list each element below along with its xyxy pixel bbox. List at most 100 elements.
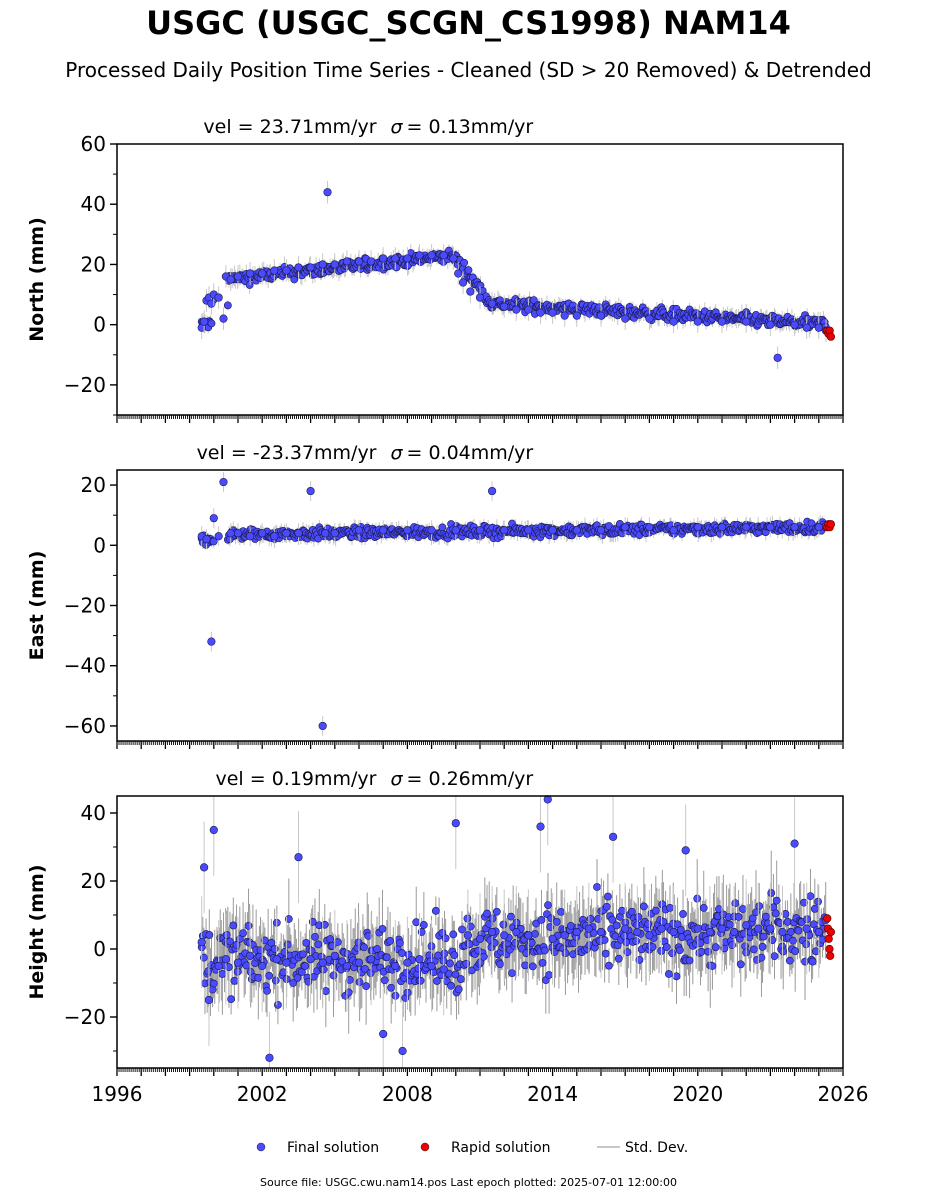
final-solution-point <box>338 957 347 966</box>
final-solution-point <box>644 920 653 928</box>
final-solution-point <box>465 940 474 949</box>
final-solution-point <box>267 938 276 947</box>
final-solution-point <box>214 293 223 302</box>
final-solution-point <box>593 883 601 891</box>
final-solution-point <box>596 526 606 535</box>
final-solution-point <box>603 892 612 901</box>
final-solution-point <box>761 912 770 921</box>
final-solution-point <box>742 523 751 532</box>
rapid-solution-point <box>825 944 834 954</box>
final-solution-point <box>572 311 581 320</box>
final-solution-point <box>218 970 227 978</box>
final-solution-point <box>466 287 475 296</box>
final-solution-point <box>205 931 214 939</box>
final-solution-point <box>524 305 533 314</box>
sigma-symbol: σ <box>391 768 404 790</box>
final-solution-point <box>207 319 216 328</box>
final-solution-point <box>306 486 315 496</box>
final-solution-point <box>703 936 711 944</box>
final-solution-point <box>226 275 235 284</box>
final-solution-point <box>233 529 243 538</box>
final-solution-point <box>219 477 228 487</box>
final-solution-point <box>766 523 775 532</box>
final-solution-point <box>560 931 569 940</box>
y-axis-label: Height (mm) <box>26 864 48 999</box>
final-solution-point <box>403 958 412 967</box>
final-solution-point <box>214 961 223 971</box>
final-solution-point <box>258 529 267 538</box>
y-tick-label: 0 <box>93 533 106 557</box>
final-solution-point <box>507 912 515 921</box>
final-solution-point <box>391 254 400 263</box>
final-solution-point <box>767 889 776 897</box>
final-solution-point <box>699 903 708 912</box>
final-solution-point <box>500 931 509 940</box>
final-solution-point <box>227 995 236 1004</box>
y-tick-label: 0 <box>93 313 106 337</box>
final-solution-point <box>528 962 537 971</box>
final-solution-point <box>768 936 777 944</box>
final-solution-point <box>294 529 303 538</box>
final-solution-point <box>492 907 501 916</box>
final-solution-point <box>242 961 251 970</box>
final-solution-point <box>246 951 255 960</box>
final-solution-point <box>197 938 206 947</box>
final-solution-point <box>736 960 745 969</box>
panel-sigma-label: = 0.13mm/yr <box>407 116 534 138</box>
final-solution-point <box>742 317 751 326</box>
final-solution-point <box>666 903 674 912</box>
final-solution-point <box>395 939 404 947</box>
final-solution-point <box>814 927 823 937</box>
final-solution-point <box>311 932 319 941</box>
final-solution-point <box>672 972 681 981</box>
final-solution-point <box>790 839 799 848</box>
final-solution-point <box>449 254 458 263</box>
final-solution-point <box>552 917 561 926</box>
final-solution-point <box>633 927 642 937</box>
final-solution-point <box>805 931 814 940</box>
final-solution-point <box>705 927 715 937</box>
final-solution-point <box>367 257 376 266</box>
final-solution-point <box>265 1053 274 1062</box>
final-solution-point <box>731 899 740 908</box>
final-solution-point <box>219 314 228 323</box>
final-solution-point <box>307 947 316 955</box>
final-solution-point <box>274 1000 282 1009</box>
final-solution-point <box>725 920 734 929</box>
final-solution-point <box>229 921 238 930</box>
final-solution-point <box>283 940 292 949</box>
final-solution-point <box>294 263 303 272</box>
final-solution-point <box>536 822 545 831</box>
final-solution-point <box>512 305 521 314</box>
x-tick-label: 1996 <box>92 1082 143 1106</box>
y-tick-label: −20 <box>64 373 106 397</box>
rapid-solution-point <box>826 332 836 341</box>
final-solution-point <box>282 266 291 275</box>
final-solution-point <box>329 971 338 980</box>
final-solution-point <box>439 965 448 974</box>
final-solution-point <box>209 825 218 835</box>
final-solution-point <box>479 952 488 961</box>
y-tick-label: −20 <box>64 594 106 618</box>
final-solution-point <box>811 947 820 956</box>
final-solution-point <box>202 535 211 544</box>
x-tick-label: 2002 <box>237 1082 288 1106</box>
legend-label: Final solution <box>287 1140 379 1156</box>
source-note: Source file: USGC.cwu.nam14.pos Last epo… <box>260 1176 677 1189</box>
final-solution-point <box>627 907 636 916</box>
final-solution-point <box>458 278 468 287</box>
final-solution-point <box>771 909 780 918</box>
final-solution-point <box>226 937 234 946</box>
final-solution-point <box>697 947 706 956</box>
final-solution-point <box>282 958 291 967</box>
final-solution-point <box>685 956 694 965</box>
sigma-symbol: σ <box>391 116 404 138</box>
legend-label: Std. Dev. <box>625 1140 688 1156</box>
final-solution-point <box>200 317 209 326</box>
y-tick-label: −60 <box>64 714 106 738</box>
final-solution-point <box>742 921 751 930</box>
final-solution-point <box>561 949 570 958</box>
final-solution-point <box>800 898 808 907</box>
final-solution-point <box>783 917 792 926</box>
final-solution-point <box>221 955 230 964</box>
